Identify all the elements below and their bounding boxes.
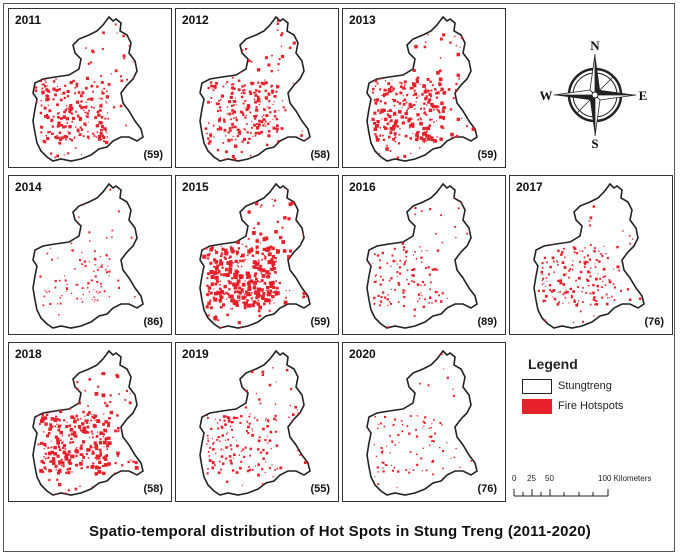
map-panel-2013: 2013 (59) [342,8,506,168]
scale-label-100: 100 Kilometers [598,474,652,483]
panel-count: (59) [477,149,497,161]
map-panel-2019: 2019 (55) [175,342,339,502]
panel-count: (89) [477,316,497,328]
map-panel-2014: 2014 (86) [8,175,172,335]
panel-year: 2011 [15,13,42,27]
province-map [199,349,311,496]
panel-year: 2020 [349,347,376,361]
province-outline [199,182,311,329]
panel-year: 2012 [182,13,209,27]
scale-bar: 0 25 50 100 Kilometers [512,474,672,504]
panel-year: 2013 [349,13,376,27]
panel-count: (76) [644,316,664,328]
map-panel-2015: 2015 (59) [175,175,339,335]
province-outline [199,15,311,162]
panel-count: (55) [310,483,330,495]
legend-label: Stungtreng [558,380,612,392]
map-panel-2020: 2020 (76) [342,342,506,502]
province-map [32,349,144,496]
legend: Legend Stungtreng Fire Hotspots [522,356,672,416]
province-map [199,15,311,162]
panel-count: (86) [143,316,163,328]
hotspot-cluster [369,187,477,328]
panel-count: (58) [143,483,163,495]
province-outline [366,182,478,329]
legend-item-hotspots: Fire Hotspots [522,396,672,416]
province-map [366,182,478,329]
figure-title: Spatio-temporal distribution of Hot Spot… [89,523,591,540]
province-outline [32,182,144,329]
province-map [32,15,144,162]
province-map [366,15,478,162]
province-map [199,182,311,329]
province-map [366,349,478,496]
map-panel-2016: 2016 (89) [342,175,506,335]
province-outline [366,349,478,496]
panel-year: 2014 [15,180,42,194]
legend-title: Legend [528,356,578,372]
legend-swatch-province [522,378,552,394]
scale-ticks [513,489,609,497]
panel-year: 2015 [182,180,209,194]
legend-label: Fire Hotspots [558,400,624,412]
panel-year: 2016 [349,180,376,194]
province-outline [199,349,311,496]
compass-s: S [591,136,598,150]
map-figure: 2011 (59) 2012 (58) 2013 (59) 2014 (86) … [3,3,675,552]
map-panel-2012: 2012 (58) [175,8,339,168]
province-map [533,182,645,329]
compass-rose-icon: N S E W [540,40,648,150]
panel-count: (59) [310,316,330,328]
panel-year: 2018 [15,347,42,361]
panel-year: 2019 [182,347,209,361]
panel-count: (58) [310,149,330,161]
map-panel-2017: 2017 (76) [509,175,673,335]
legend-item-province: Stungtreng [522,376,672,396]
map-panel-2011: 2011 (59) [8,8,172,168]
scale-label-0: 0 [512,474,517,483]
compass-n: N [590,40,600,53]
province-outline [32,15,144,162]
compass-w: W [540,88,553,103]
legend-swatch-hotspots [522,398,552,414]
province-map [32,182,144,329]
map-panel-2018: 2018 (58) [8,342,172,502]
scale-label-50: 50 [545,474,554,483]
panel-count: (76) [477,483,497,495]
panel-year: 2017 [516,180,543,194]
scale-label-25: 25 [527,474,536,483]
compass-e: E [639,88,648,103]
panel-count: (59) [143,149,163,161]
hotspot-cluster [200,355,309,495]
